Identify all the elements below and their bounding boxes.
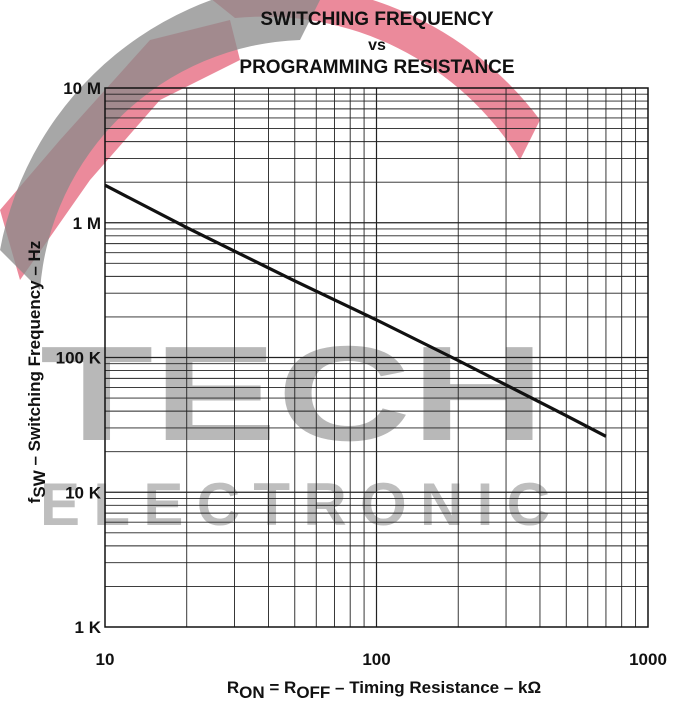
x-axis-label-sub2: OFF — [296, 683, 330, 702]
chart-grid — [105, 88, 648, 627]
series-line-0 — [104, 183, 607, 438]
x-axis-label: RON = ROFF – Timing Resistance – kΩ — [227, 678, 541, 702]
y-axis-label-pre: f — [25, 497, 44, 503]
series-layer — [104, 183, 607, 438]
x-axis-label-r1: R — [227, 678, 239, 697]
y-tick-label: 10 K — [65, 483, 102, 502]
tick-labels: 10 100 1000 10 M 1 M 100 K 10 K 1 K — [56, 79, 667, 669]
y-tick-label: 1 K — [75, 618, 102, 637]
watermark-gray-arc — [0, 0, 320, 290]
plot-frame — [104, 87, 649, 628]
x-tick-label: 100 — [362, 650, 390, 669]
x-axis-label-mid: = R — [265, 678, 297, 697]
chart-title-line-2: vs — [368, 37, 386, 54]
watermark-red-left — [0, 20, 240, 280]
y-axis-label: fSW – Switching Frequency – Hz — [25, 241, 49, 504]
x-axis-label-sub1: ON — [239, 683, 265, 702]
x-axis-label-rest: – Timing Resistance – kΩ — [330, 678, 541, 697]
watermark-text-tech: TECH — [40, 318, 545, 469]
y-tick-label: 1 M — [73, 214, 101, 233]
y-tick-label: 10 M — [63, 79, 101, 98]
chart-title-line-1: SWITCHING FREQUENCY — [260, 9, 494, 30]
y-axis-label-sub: SW — [30, 469, 49, 497]
x-tick-label: 10 — [96, 650, 115, 669]
x-tick-label: 1000 — [629, 650, 667, 669]
chart-title-line-3: PROGRAMMING RESISTANCE — [239, 57, 514, 78]
y-axis-label-rest: – Switching Frequency – Hz — [25, 241, 44, 471]
y-tick-label: 100 K — [56, 349, 102, 368]
